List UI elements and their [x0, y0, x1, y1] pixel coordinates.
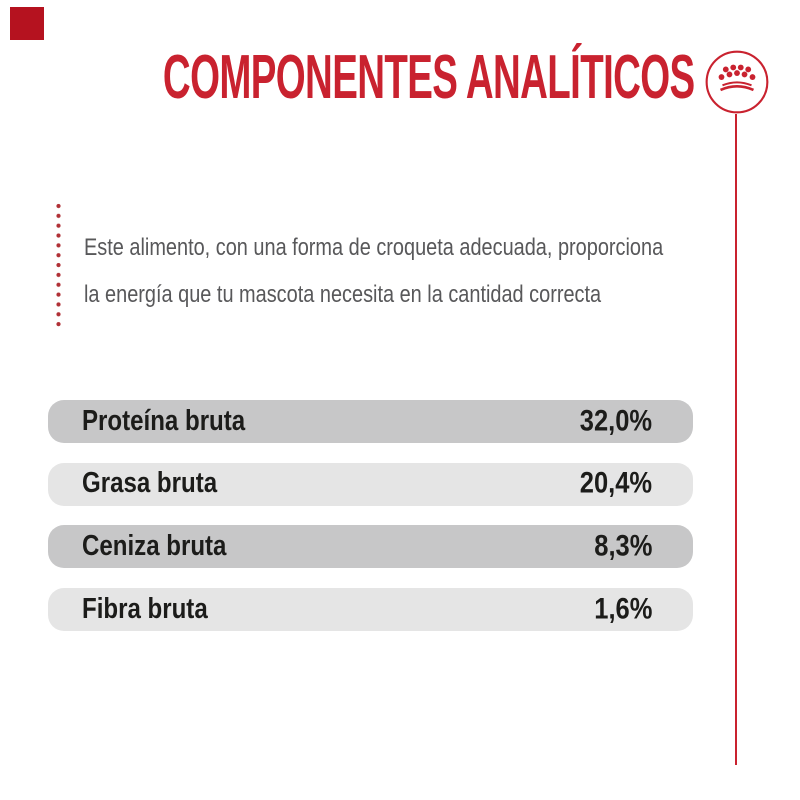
- component-label: Ceniza bruta: [82, 529, 227, 562]
- component-row: Ceniza bruta 8,3%: [48, 525, 693, 569]
- component-value: 32,0%: [579, 403, 652, 437]
- component-value: 8,3%: [593, 529, 652, 563]
- component-row: Fibra bruta 1,6%: [48, 588, 693, 632]
- description-line-1: Este alimento, con una forma de croqueta…: [84, 234, 664, 261]
- royal-canin-crown-icon: [705, 50, 769, 114]
- component-label: Proteína bruta: [82, 404, 246, 437]
- component-label: Grasa bruta: [82, 467, 218, 500]
- component-label: Fibra bruta: [82, 592, 208, 625]
- red-corner-square: [10, 7, 44, 40]
- page-title-text: COMPONENTES ANALÍTICOS: [162, 43, 695, 112]
- component-value: 20,4%: [579, 466, 652, 500]
- description-line-2: la energía que tu mascota necesita en la…: [84, 281, 602, 308]
- component-value: 1,6%: [593, 591, 652, 625]
- vertical-accent-line: [735, 114, 738, 765]
- component-row: Grasa bruta 20,4%: [48, 462, 693, 506]
- component-row: Proteína bruta 32,0%: [48, 400, 693, 443]
- description: Este alimento, con una forma de croqueta…: [84, 224, 782, 318]
- dotted-accent-line: [56, 202, 61, 330]
- page-title: COMPONENTES ANALÍTICOS: [0, 46, 760, 110]
